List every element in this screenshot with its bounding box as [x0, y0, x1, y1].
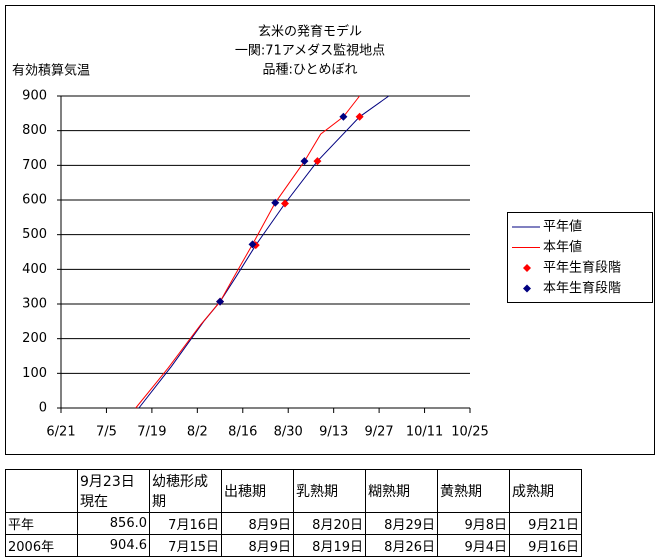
table-cell: 9月16日 [509, 534, 582, 557]
plot-area [61, 96, 470, 408]
table-cell [5, 469, 78, 513]
table-cell: 904.6 [77, 534, 150, 557]
x-tick-label: 8/16 [228, 425, 257, 440]
legend-marker [523, 264, 531, 272]
x-tick-label: 10/25 [451, 425, 488, 440]
x-tick-label: 7/5 [96, 425, 117, 440]
legend-marker [523, 284, 531, 293]
y-tick-label: 900 [22, 89, 47, 104]
table-row: 2006年 904.6 7月15日 8月9日 8月19日 8月26日 9月4日 9月16日 [5, 534, 582, 557]
data-point [355, 112, 364, 121]
table-cell: 幼穂形成期 [149, 469, 222, 513]
x-tick-label: 9/13 [319, 425, 348, 440]
table-cell: 出穂期 [221, 469, 294, 513]
table-cell: 乳熟期 [293, 469, 366, 513]
table-cell: 9月8日 [437, 512, 510, 535]
data-point [339, 112, 348, 121]
y-tick-label: 500 [22, 227, 47, 242]
table-cell: 8月9日 [221, 512, 294, 535]
y-tick-label: 400 [22, 262, 47, 277]
y-tick-label: 100 [22, 366, 47, 381]
y-tick-label: 800 [22, 123, 47, 138]
table-cell: 2006年 [5, 534, 78, 557]
table-cell: 9月4日 [437, 534, 510, 557]
table-row: 平年 856.0 7月16日 8月9日 8月20日 8月29日 9月8日 9月21日 [5, 512, 582, 535]
chart: 玄米の発育モデル 一関:71アメダス監視地点 品種:ひとめぼれ 有効積算気温 0… [5, 5, 655, 455]
data-point [300, 157, 309, 166]
table-cell: 糊熟期 [365, 469, 438, 513]
data-table: 9月23日 現在 幼穂形成期 出穂期 乳熟期 糊熟期 黄熟期 成熟期 平年 856.0 7月16… [5, 469, 582, 557]
x-tick-label: 8/2 [187, 425, 208, 440]
table-cell: 8月9日 [221, 534, 294, 557]
data-point [271, 198, 280, 207]
x-tick-label: 7/19 [137, 425, 166, 440]
y-tick-label: 0 [39, 401, 47, 416]
table-header: 9月23日 現在 幼穂形成期 出穂期 乳熟期 糊熟期 黄熟期 成熟期 [5, 469, 582, 513]
table-cell: 856.0 [77, 512, 150, 535]
table-cell: 平年 [5, 512, 78, 535]
table-cell: 9月23日 現在 [77, 469, 150, 513]
legend-label: 平年値 [543, 219, 582, 235]
x-tick-label: 10/11 [406, 425, 443, 440]
x-tick-label: 6/21 [46, 425, 75, 440]
table-cell: 8月19日 [293, 534, 366, 557]
legend-label: 本年生育段階 [543, 280, 621, 296]
table-cell: 7月15日 [149, 534, 222, 557]
table-cell: 黄熟期 [437, 469, 510, 513]
y-tick-label: 300 [22, 297, 47, 312]
chart-title: 一関:71アメダス監視地点 [235, 43, 385, 59]
chart-title: 品種:ひとめぼれ [263, 62, 358, 78]
data-point [248, 240, 257, 249]
x-tick-label: 8/30 [274, 425, 303, 440]
x-tick-label: 9/27 [365, 425, 394, 440]
table-cell: 7月16日 [149, 512, 222, 535]
legend-label: 平年生育段階 [543, 260, 621, 276]
data-point [313, 157, 322, 166]
chart-title: 玄米の発育モデル [258, 24, 362, 40]
legend-label: 本年値 [543, 239, 582, 255]
table-cell: 8月29日 [365, 512, 438, 535]
line-series [138, 95, 390, 409]
data-point [280, 199, 289, 208]
table-cell: 成熟期 [509, 469, 582, 513]
y-tick-label: 200 [22, 331, 47, 346]
y-tick-label: 600 [22, 193, 47, 208]
table-cell: 8月26日 [365, 534, 438, 557]
table-cell: 8月20日 [293, 512, 366, 535]
y-axis-label: 有効積算気温 [12, 63, 90, 79]
table-cell: 9月21日 [509, 512, 582, 535]
y-tick-label: 700 [22, 158, 47, 173]
data-point [216, 297, 225, 306]
